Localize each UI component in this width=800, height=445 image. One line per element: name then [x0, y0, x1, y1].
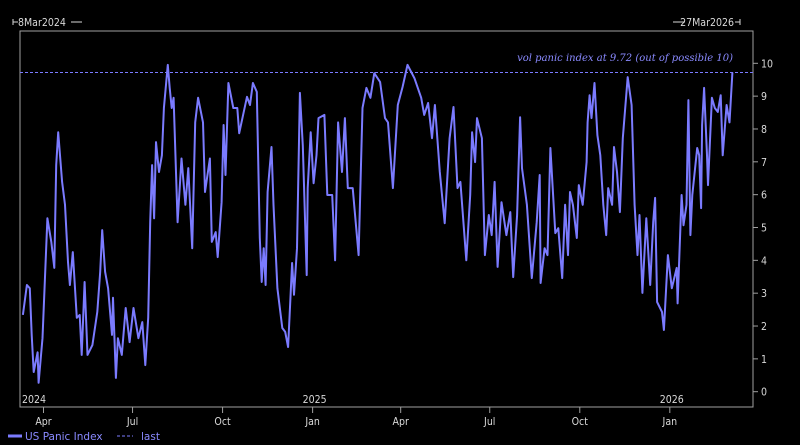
x-tick-label: Apr: [393, 416, 409, 428]
x-tick-label: Apr: [35, 416, 51, 428]
y-tick-label: 6: [761, 190, 767, 202]
x-tick-label: Jan: [662, 416, 678, 428]
header-range-right: 27Mar2026: [673, 17, 741, 29]
legend: US Panic Index last: [8, 431, 160, 443]
year-label: 2026: [660, 394, 684, 406]
last-value-annotation: vol panic index at 9.72 (out of possible…: [517, 53, 733, 64]
y-tick-label: 1: [761, 354, 767, 366]
y-tick-label: 0: [761, 387, 767, 399]
y-tick-label: 2: [761, 321, 767, 333]
legend-label-last: last: [141, 431, 160, 443]
year-label: 2024: [22, 394, 46, 406]
x-tick-label: Jul: [126, 416, 138, 428]
y-tick-label: 9: [761, 91, 767, 103]
series-line-us-panic-index: [21, 63, 734, 384]
y-tick-label: 3: [761, 288, 767, 300]
x-axis: Apr Jul Oct Jan Apr Jul Oct Jan 2024 2025 2026: [22, 394, 684, 428]
x-tick-label: Oct: [572, 416, 589, 428]
y-tick-label: 10: [761, 58, 773, 70]
header-range-left: 8Mar2024: [12, 17, 82, 29]
x-tick-label: Oct: [214, 416, 231, 428]
x-tick-label: Jul: [483, 416, 495, 428]
y-tick-label: 4: [761, 255, 767, 267]
legend-label-series: US Panic Index: [25, 431, 103, 443]
y-tick-label: 8: [761, 124, 767, 136]
y-tick-label: 5: [761, 223, 767, 235]
y-axis: 0 1 2 3 4 5 6 7 8 9 10: [753, 58, 773, 399]
year-label: 2025: [303, 394, 327, 406]
y-tick-label: 7: [761, 157, 767, 169]
x-tick-label: Jan: [304, 416, 320, 428]
header-start-date: 8Mar2024: [18, 17, 66, 29]
header-end-date: 27Mar2026: [680, 17, 734, 29]
plot-frame: [19, 30, 754, 408]
